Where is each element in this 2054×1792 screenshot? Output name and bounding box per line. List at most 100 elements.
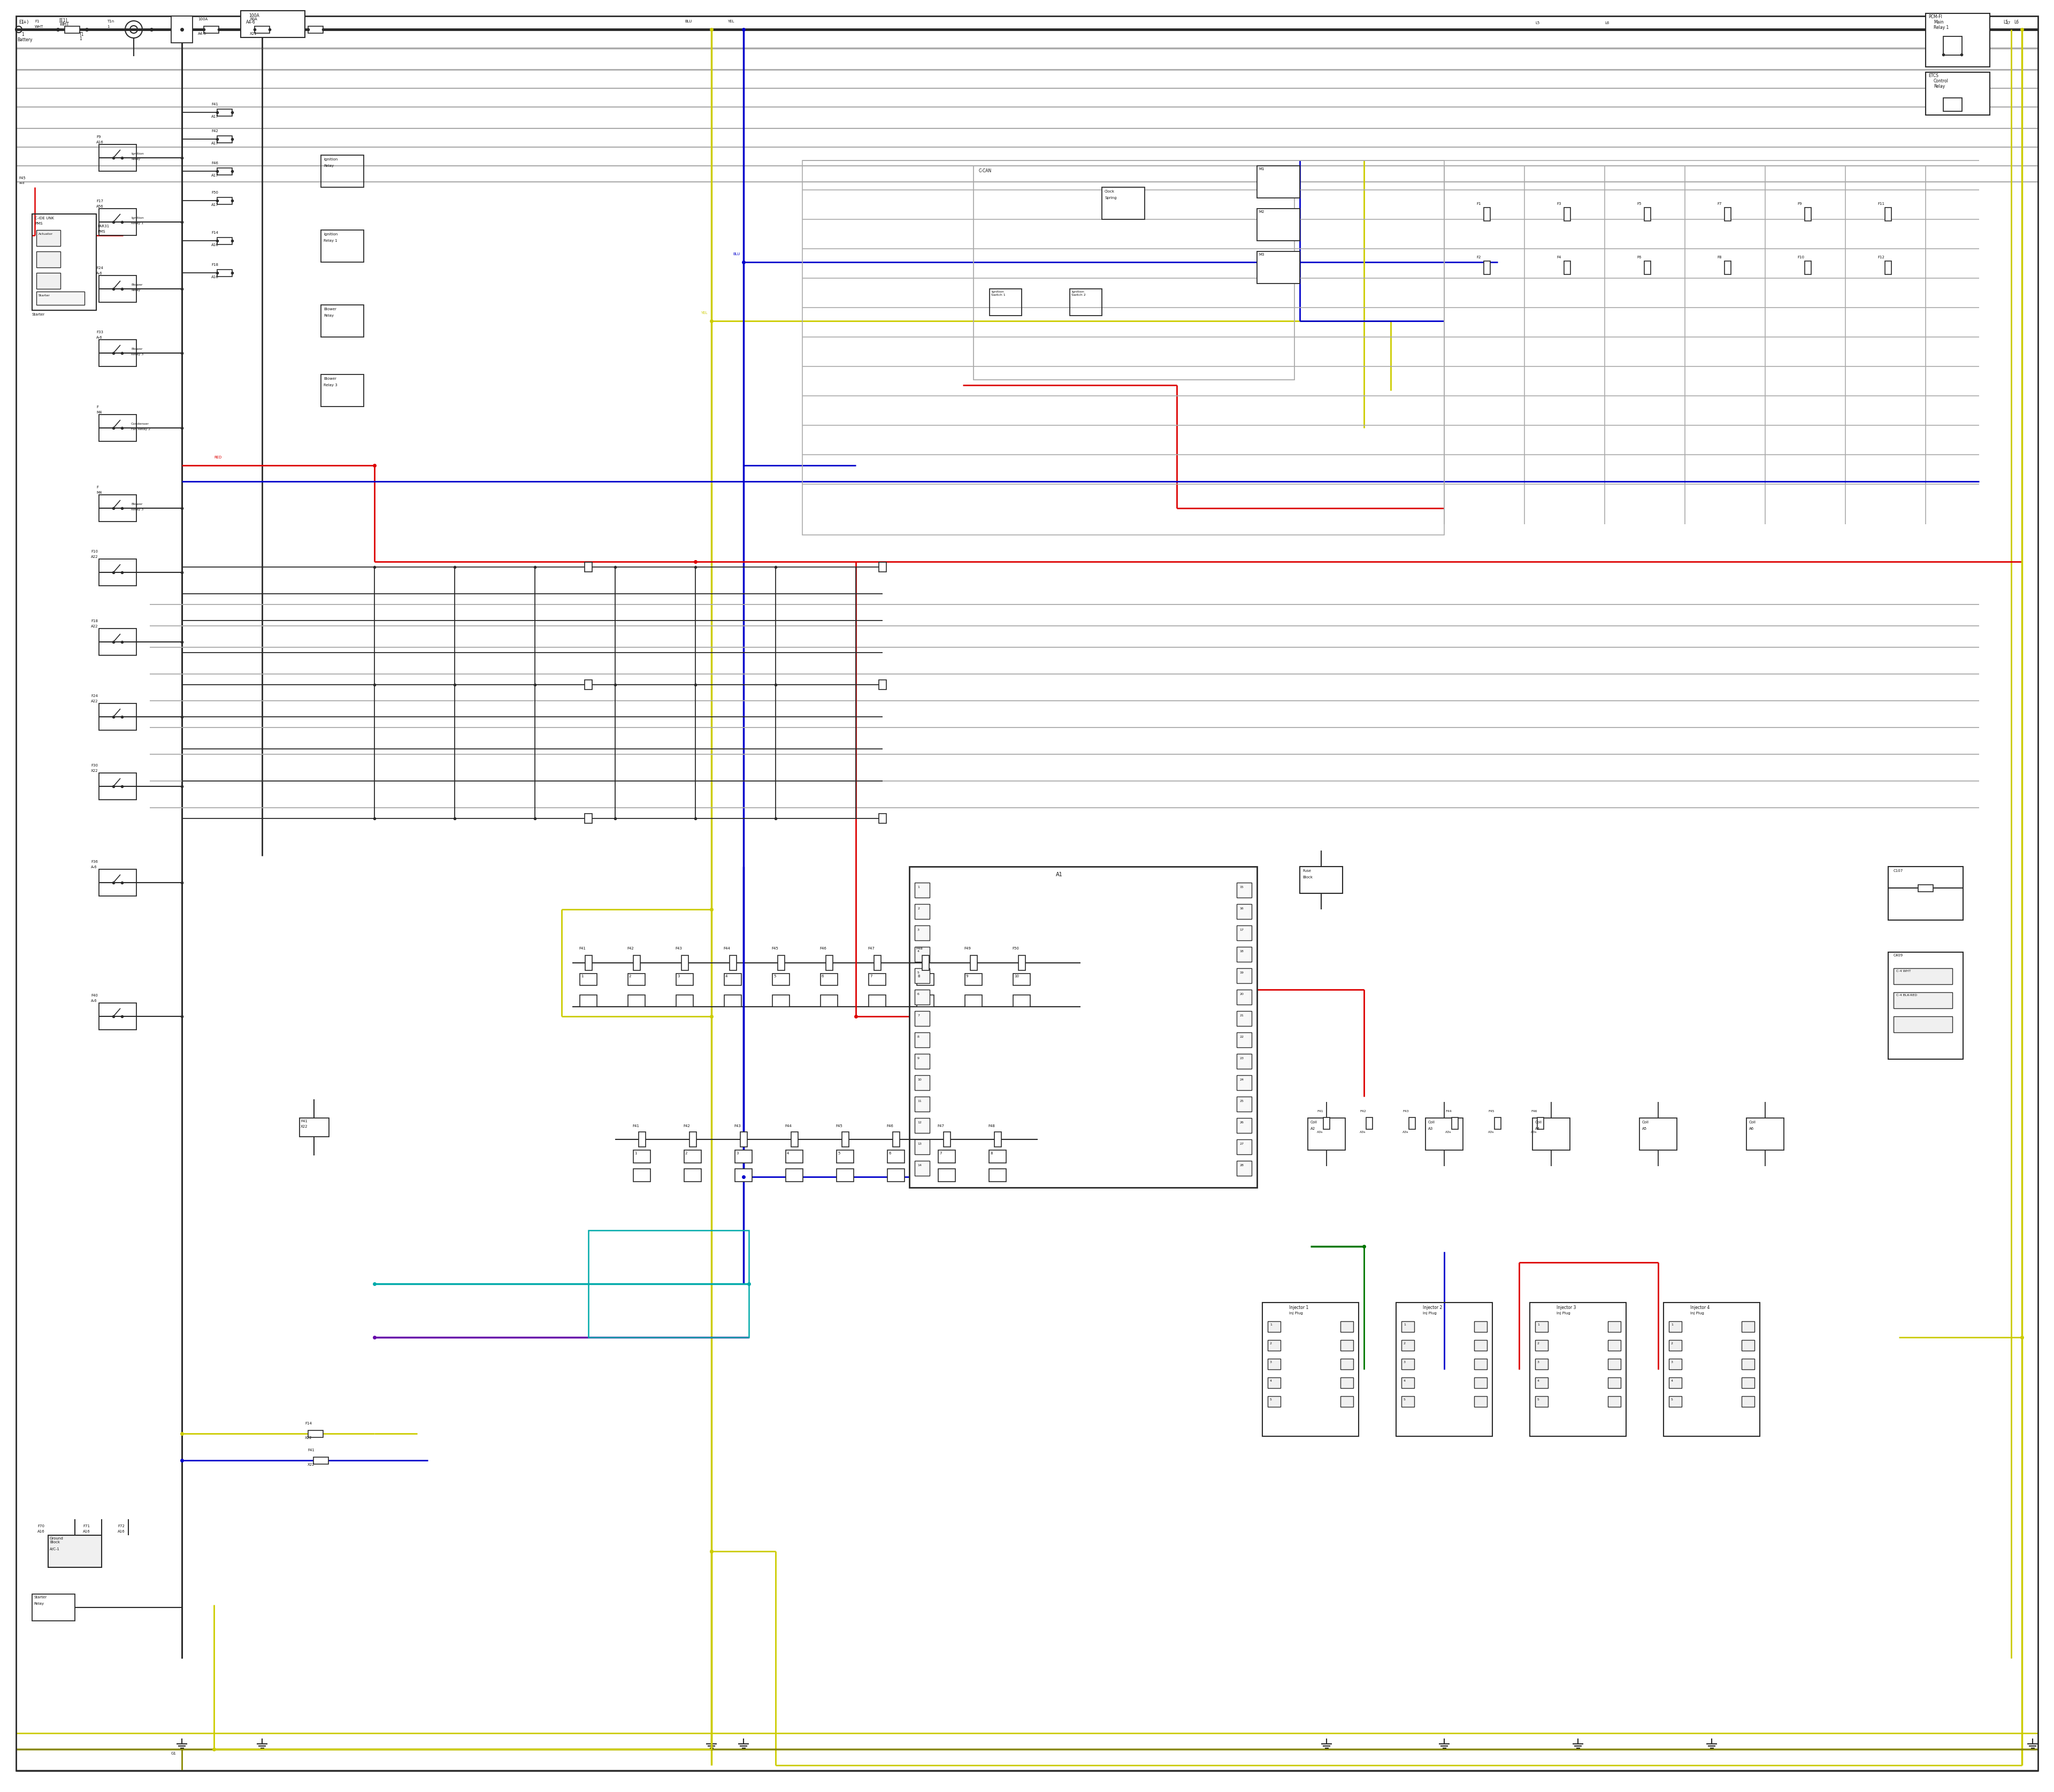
Bar bbox=[690, 1133, 696, 1147]
Bar bbox=[320, 229, 364, 262]
Bar bbox=[308, 25, 322, 32]
Text: Relay: Relay bbox=[131, 289, 140, 292]
Bar bbox=[579, 973, 598, 986]
Text: A16: A16 bbox=[212, 244, 218, 247]
Bar bbox=[1742, 1358, 1754, 1369]
Bar bbox=[842, 1133, 848, 1147]
Text: 4: 4 bbox=[787, 1152, 789, 1154]
Text: 25: 25 bbox=[1239, 1100, 1243, 1102]
Text: M2: M2 bbox=[1259, 210, 1263, 213]
Text: 19: 19 bbox=[1239, 971, 1243, 975]
Text: (+): (+) bbox=[21, 20, 29, 25]
Bar bbox=[1475, 1358, 1487, 1369]
Text: F43: F43 bbox=[733, 1124, 741, 1127]
Text: 8: 8 bbox=[990, 1152, 992, 1154]
Text: L6: L6 bbox=[1604, 22, 1608, 25]
Text: F41: F41 bbox=[579, 946, 585, 950]
Text: F46: F46 bbox=[212, 161, 218, 165]
Bar bbox=[1300, 867, 1343, 894]
Bar bbox=[1483, 208, 1491, 220]
Bar bbox=[1341, 1358, 1354, 1369]
Bar bbox=[725, 995, 741, 1007]
Text: Relay: Relay bbox=[325, 314, 333, 317]
Bar bbox=[1323, 1118, 1329, 1129]
Bar bbox=[914, 968, 930, 984]
Text: 11: 11 bbox=[918, 1100, 922, 1102]
Bar bbox=[218, 109, 232, 116]
Bar bbox=[633, 1168, 651, 1181]
Text: 10: 10 bbox=[918, 1079, 922, 1081]
Bar bbox=[320, 305, 364, 337]
Bar bbox=[879, 679, 887, 690]
Text: A56: A56 bbox=[97, 204, 103, 208]
Text: F46: F46 bbox=[887, 1124, 893, 1127]
Bar bbox=[1742, 1340, 1754, 1351]
Bar bbox=[939, 1150, 955, 1163]
Bar bbox=[1530, 1303, 1627, 1435]
Text: PMS: PMS bbox=[97, 229, 105, 233]
Text: 21: 21 bbox=[1239, 1014, 1243, 1016]
Text: Coil: Coil bbox=[1641, 1120, 1649, 1124]
Bar bbox=[1927, 72, 1990, 115]
Text: 16: 16 bbox=[1239, 907, 1243, 910]
Text: Fan Relay 2: Fan Relay 2 bbox=[131, 428, 150, 430]
Text: 5: 5 bbox=[1672, 1398, 1674, 1401]
Bar bbox=[914, 946, 930, 962]
Bar bbox=[1894, 993, 1953, 1009]
Text: F44: F44 bbox=[785, 1124, 791, 1127]
Bar bbox=[787, 1150, 803, 1163]
Text: F2: F2 bbox=[1477, 256, 1481, 258]
Bar bbox=[1341, 1340, 1354, 1351]
Bar bbox=[1257, 251, 1300, 283]
Text: F17: F17 bbox=[97, 199, 103, 202]
Text: X22: X22 bbox=[304, 1435, 312, 1439]
Bar bbox=[99, 495, 136, 521]
Bar bbox=[990, 289, 1021, 315]
Bar bbox=[1237, 989, 1251, 1005]
Text: 3: 3 bbox=[735, 1152, 739, 1154]
Bar bbox=[965, 995, 982, 1007]
Text: L6: L6 bbox=[2013, 20, 2019, 25]
Text: 23: 23 bbox=[1239, 1057, 1243, 1059]
Text: A16: A16 bbox=[97, 142, 103, 143]
Text: F47: F47 bbox=[937, 1124, 945, 1127]
Bar bbox=[914, 1118, 930, 1133]
Bar bbox=[916, 995, 935, 1007]
Bar bbox=[314, 1457, 329, 1464]
Text: M4: M4 bbox=[97, 491, 103, 495]
Text: F4: F4 bbox=[1557, 256, 1561, 258]
Bar bbox=[887, 1168, 904, 1181]
Bar bbox=[1013, 995, 1031, 1007]
Bar bbox=[1534, 1358, 1549, 1369]
Text: A16: A16 bbox=[82, 1530, 90, 1534]
Bar bbox=[1894, 1016, 1953, 1032]
Text: F45: F45 bbox=[836, 1124, 842, 1127]
Text: A22: A22 bbox=[90, 556, 99, 559]
Text: F12: F12 bbox=[1877, 256, 1884, 258]
Text: Injector 4: Injector 4 bbox=[1690, 1305, 1709, 1310]
Text: A17: A17 bbox=[212, 174, 218, 177]
Bar bbox=[1943, 97, 1962, 111]
Bar bbox=[1608, 1340, 1621, 1351]
Text: F41: F41 bbox=[1317, 1109, 1323, 1113]
Text: F42: F42 bbox=[626, 946, 635, 950]
Text: 7: 7 bbox=[939, 1152, 941, 1154]
Bar bbox=[1401, 1358, 1415, 1369]
Bar bbox=[1237, 1118, 1251, 1133]
Bar bbox=[914, 1054, 930, 1068]
Bar bbox=[910, 867, 1257, 1188]
Bar bbox=[1237, 1097, 1251, 1111]
Text: L5: L5 bbox=[1534, 22, 1540, 25]
Bar bbox=[990, 1168, 1006, 1181]
Bar bbox=[33, 1595, 74, 1620]
Bar bbox=[1425, 1118, 1462, 1150]
Bar bbox=[1725, 262, 1732, 274]
Bar bbox=[585, 955, 592, 969]
Bar bbox=[1805, 262, 1812, 274]
Text: 3: 3 bbox=[678, 975, 680, 978]
Text: M3: M3 bbox=[1259, 253, 1263, 256]
Bar bbox=[914, 1161, 930, 1176]
Bar bbox=[739, 1133, 748, 1147]
Text: C-4 BLK-RED: C-4 BLK-RED bbox=[1896, 995, 1916, 996]
Bar bbox=[1237, 1075, 1251, 1090]
